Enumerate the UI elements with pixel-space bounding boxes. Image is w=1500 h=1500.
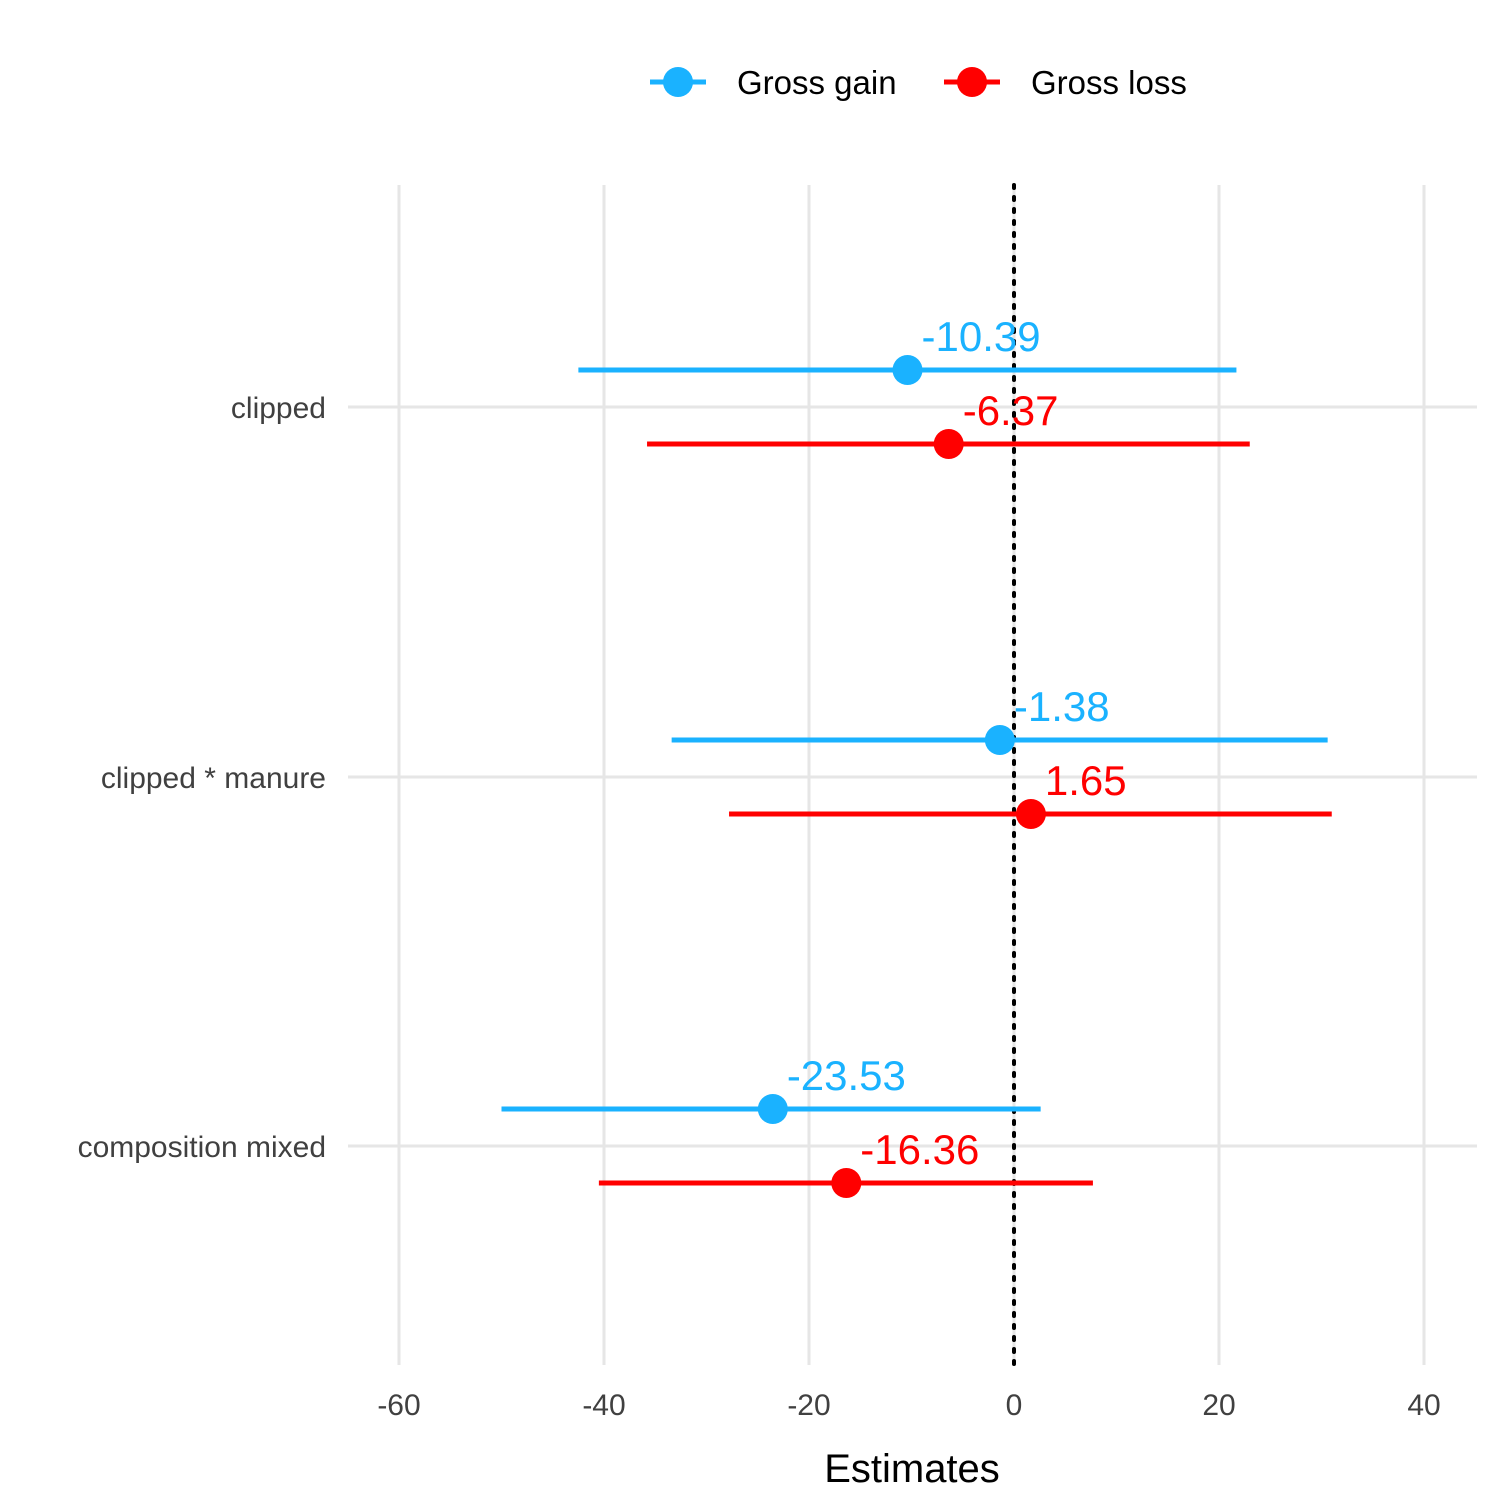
estimate-value-label: -16.36 xyxy=(860,1126,979,1173)
estimate-value-label: 1.65 xyxy=(1045,757,1127,804)
estimate-point xyxy=(1015,799,1046,829)
estimate-value-label: -10.39 xyxy=(922,313,1041,360)
legend-item: Gross gain xyxy=(650,64,897,101)
legend-point-key xyxy=(663,67,693,97)
legend-label: Gross loss xyxy=(1031,64,1187,101)
legend-item: Gross loss xyxy=(944,64,1187,101)
x-tick-label: -20 xyxy=(787,1389,830,1422)
x-tick-label: 40 xyxy=(1407,1389,1440,1422)
y-category-label: clipped xyxy=(231,392,326,425)
estimate-point xyxy=(757,1094,788,1124)
x-axis: -60 -40 -20 0 20 40 xyxy=(377,1389,1440,1422)
estimate-point xyxy=(831,1168,862,1198)
legend-label: Gross gain xyxy=(737,64,897,101)
estimate-point xyxy=(984,725,1015,755)
x-axis-title: Estimates xyxy=(824,1447,1000,1491)
estimate-marks: -10.39 -1.38 -23.53 -6.37 1.65 -16.36 xyxy=(501,313,1332,1198)
y-category-label: clipped * manure xyxy=(101,762,326,795)
estimate-point xyxy=(892,355,923,385)
estimate-value-label: -23.53 xyxy=(787,1052,906,1099)
legend-point-key xyxy=(957,67,987,97)
estimate-point xyxy=(933,429,964,459)
x-tick-label: -60 xyxy=(377,1389,420,1422)
estimate-value-label: -6.37 xyxy=(963,387,1059,434)
x-tick-label: 0 xyxy=(1006,1389,1023,1422)
x-tick-label: -40 xyxy=(582,1389,625,1422)
x-tick-label: 20 xyxy=(1202,1389,1235,1422)
y-category-label: composition mixed xyxy=(78,1131,326,1164)
legend: Gross gain Gross loss xyxy=(650,64,1187,101)
y-axis: clipped clipped * manure composition mixed xyxy=(78,392,326,1164)
estimate-value-label: -1.38 xyxy=(1014,683,1110,730)
